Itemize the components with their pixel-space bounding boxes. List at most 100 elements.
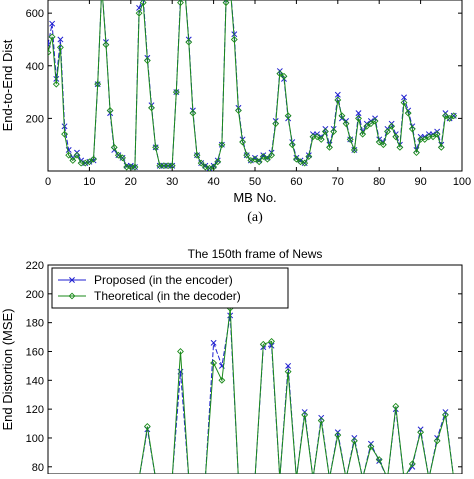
data-point (384, 128, 391, 135)
data-point (355, 110, 362, 117)
marker-stroke (355, 110, 362, 117)
marker-stroke (210, 339, 217, 346)
data-point (450, 112, 458, 120)
data-point (210, 359, 218, 367)
y-tick-label: 400 (26, 61, 44, 73)
data-point (334, 91, 341, 98)
marker-stroke (69, 277, 75, 283)
data-point (334, 431, 342, 439)
data-point (280, 72, 288, 80)
data-point (350, 437, 358, 445)
y-tick-label: 600 (26, 8, 44, 20)
x-tick-label: 80 (373, 176, 385, 188)
data-point (350, 146, 358, 154)
data-point (313, 133, 321, 141)
x-tick-label: 70 (332, 176, 344, 188)
data-point (388, 122, 396, 130)
data-point (230, 36, 238, 43)
x-tick-label: 100 (453, 176, 471, 188)
data-point (413, 149, 420, 157)
panel-label: (a) (247, 210, 263, 225)
data-point (363, 122, 371, 130)
series-line (48, 0, 454, 169)
data-point (400, 99, 408, 107)
data-point (429, 133, 437, 141)
data-point (321, 128, 329, 135)
data-point (421, 135, 429, 143)
marker-stroke (256, 157, 263, 164)
data-point (446, 114, 454, 122)
data-point (288, 141, 296, 149)
data-point (367, 120, 375, 128)
data-point (317, 135, 325, 143)
data-point (168, 162, 176, 170)
data-point (61, 130, 68, 138)
data-point (342, 120, 350, 128)
data-point (442, 112, 449, 120)
data-point (355, 114, 362, 122)
data-point (401, 94, 407, 101)
data-point (284, 112, 292, 120)
data-point (408, 460, 416, 468)
data-point (305, 153, 313, 160)
data-point (235, 107, 242, 114)
marker-stroke (49, 20, 56, 27)
data-point (222, 0, 230, 7)
data-point (52, 80, 60, 88)
data-point (255, 158, 263, 166)
data-point (135, 9, 143, 17)
legend-entry: Proposed (in the encoder) (94, 273, 233, 287)
y-axis-label: End Distortion (MSE) (0, 308, 15, 430)
data-point (334, 96, 342, 104)
y-axis-label: End-to-End Dist (0, 39, 15, 131)
data-point (437, 143, 445, 151)
legend: Proposed (in the encoder) Theoretical (in… (51, 267, 289, 309)
data-point (210, 339, 217, 346)
marker-stroke (202, 162, 209, 169)
data-point (210, 163, 218, 171)
data-point (185, 38, 193, 46)
data-point (48, 33, 56, 41)
data-point (317, 417, 325, 425)
y-tick-label: 140 (26, 375, 44, 387)
data-point (110, 143, 118, 151)
marker-stroke (297, 157, 304, 164)
data-point (239, 138, 247, 146)
x-tick-label: 60 (290, 176, 302, 188)
data-point (218, 376, 226, 384)
data-point (106, 107, 114, 114)
series-line (139, 315, 454, 474)
data-point (292, 155, 300, 163)
marker-stroke (285, 362, 292, 369)
plot-area (48, 0, 458, 171)
y-tick-label: 80 (32, 462, 44, 474)
data-point (102, 41, 110, 49)
y-tick-label: 180 (26, 318, 44, 330)
data-point (197, 159, 205, 167)
data-point (214, 158, 222, 166)
data-point (268, 151, 275, 159)
y-tick-label: 120 (26, 404, 44, 416)
data-point (94, 80, 102, 88)
y-tick-label: 200 (26, 289, 44, 301)
data-point (69, 157, 77, 164)
data-point (218, 141, 226, 149)
data-point (272, 120, 280, 128)
data-point (73, 151, 81, 159)
data-point (114, 151, 122, 159)
data-point (57, 36, 64, 43)
data-point (177, 0, 184, 7)
y-tick-label: 100 (26, 433, 44, 445)
data-point (143, 422, 151, 430)
data-point (131, 163, 139, 171)
data-point (297, 158, 304, 166)
marker-stroke (48, 41, 51, 46)
marker-stroke (136, 4, 143, 11)
data-point (172, 88, 180, 96)
data-point (396, 143, 404, 151)
panel-a: 200 400 600 0 10 20 30 40 50 60 70 80 90 100 MB No. End… (0, 0, 471, 225)
x-axis-label: MB No. (233, 190, 276, 205)
data-point (48, 49, 52, 57)
data-point (375, 456, 383, 464)
